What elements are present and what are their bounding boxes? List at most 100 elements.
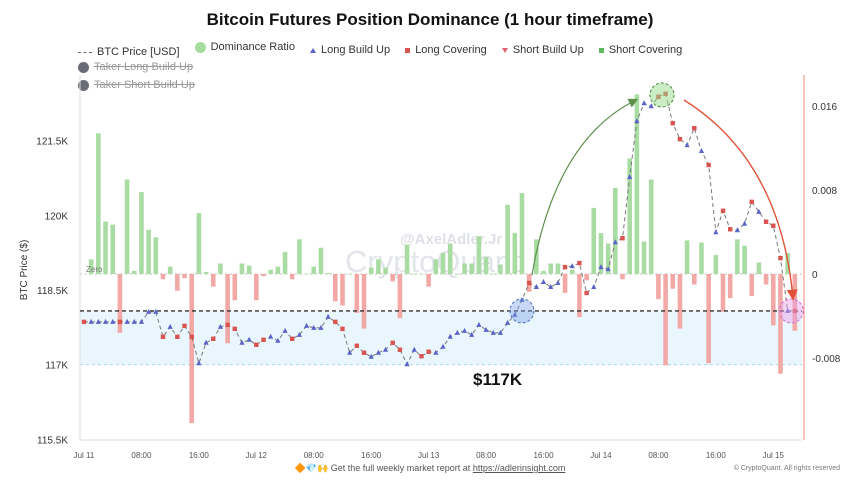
long-build-up-marker <box>591 284 597 290</box>
long-build-up-marker <box>598 264 604 270</box>
dominance-bar <box>577 274 582 318</box>
x-tick-label: 16:00 <box>534 451 555 460</box>
long-covering-marker <box>728 227 733 232</box>
long-covering-marker <box>692 125 697 131</box>
dominance-bar <box>512 233 518 274</box>
long-build-up-marker <box>375 349 381 355</box>
long-covering-marker <box>232 326 237 332</box>
long-covering-marker <box>749 199 754 205</box>
long-covering-marker <box>182 323 187 329</box>
legend-item-long-build-up[interactable]: Long Build Up <box>310 43 390 58</box>
legend-item-taker-short-build-up[interactable]: Taker Short Build Up <box>78 78 195 93</box>
long-build-up-marker <box>268 333 274 339</box>
long-build-up-marker <box>612 239 618 245</box>
dominance-bar <box>397 274 403 319</box>
long-covering-marker <box>792 308 798 314</box>
x-tick-label: 16:00 <box>189 451 210 460</box>
legend: BTC Price [USD] Dominance Ratio Long Bui… <box>78 40 798 96</box>
long-build-up-marker <box>713 229 719 235</box>
dominance-bar <box>117 274 123 333</box>
long-build-up-marker <box>440 343 446 349</box>
dominance-bar <box>340 274 345 306</box>
long-build-up-marker <box>469 331 475 337</box>
dominance-bar <box>88 259 94 274</box>
long-covering-marker <box>419 354 424 359</box>
dominance-bar <box>656 274 661 300</box>
dashed-line-icon <box>78 52 92 53</box>
legend-item-short-build-up[interactable]: Short Build Up <box>501 43 584 58</box>
long-build-up-marker <box>555 280 561 286</box>
long-covering-marker <box>160 334 166 340</box>
long-build-up-marker <box>382 346 389 352</box>
dominance-bar <box>411 274 417 275</box>
dominance-bar <box>218 263 223 274</box>
dominance-bar <box>325 272 331 274</box>
long-covering-marker <box>526 280 532 286</box>
dominance-bar <box>390 274 396 282</box>
dominance-bar <box>103 221 108 274</box>
long-covering-marker <box>390 340 395 345</box>
dominance-bar <box>462 263 467 274</box>
long-build-up-marker <box>311 324 317 330</box>
dominance-bar <box>333 274 338 302</box>
long-build-up-marker <box>698 148 705 154</box>
dominance-bar <box>311 266 317 274</box>
dominance-bar <box>490 274 496 275</box>
long-covering-marker <box>81 319 87 325</box>
legend-item-long-covering[interactable]: Long Covering <box>405 43 487 58</box>
btc-price-line <box>84 93 795 366</box>
right-tick-label: 0 <box>812 270 818 281</box>
dominance-bar <box>383 267 388 274</box>
x-tick-label: 08:00 <box>476 451 497 460</box>
x-tick-label: Jul 12 <box>246 451 268 460</box>
right-tick-label: -0.008 <box>812 354 841 365</box>
legend-item-short-covering[interactable]: Short Covering <box>598 43 682 58</box>
long-covering-marker <box>397 347 403 352</box>
dominance-bar <box>232 274 238 301</box>
dominance-bar <box>735 239 740 274</box>
long-build-up-marker <box>684 142 690 148</box>
long-covering-marker <box>340 326 345 332</box>
dominance-bar <box>426 274 431 287</box>
long-build-up-marker <box>347 349 353 355</box>
footer-emoji-icons: 🔶💎🙌 <box>294 463 329 473</box>
long-build-up-marker <box>124 318 130 324</box>
dominance-bar <box>763 274 769 285</box>
dominance-bar <box>677 274 683 329</box>
long-build-up-marker <box>110 318 116 324</box>
long-build-up-marker <box>648 103 654 109</box>
footer-link[interactable]: https://adlerinsight.com <box>472 463 566 473</box>
highlight-circle-peak <box>649 82 675 108</box>
dominance-bar <box>167 266 173 274</box>
dominance-bar <box>282 251 288 274</box>
long-build-up-marker <box>131 318 137 324</box>
dominance-bar <box>519 193 525 274</box>
square-icon <box>405 48 411 53</box>
legend-item-dominance-ratio[interactable]: Dominance Ratio <box>194 40 295 55</box>
dominance-bar <box>778 274 783 374</box>
legend-item-taker-long-build-up[interactable]: Taker Long Build Up <box>78 60 193 75</box>
long-covering-marker <box>189 334 194 340</box>
long-covering-marker <box>333 319 338 325</box>
legend-item-btc-price[interactable]: BTC Price [USD] <box>78 45 180 60</box>
dominance-bar <box>663 274 668 366</box>
long-build-up-marker <box>741 220 748 226</box>
long-build-up-marker <box>146 308 152 314</box>
dominance-bar <box>770 274 776 326</box>
dominance-bar <box>368 267 374 274</box>
left-tick-label: 117K <box>45 361 68 372</box>
x-tick-label: Jul 15 <box>763 451 785 460</box>
right-tick-label: 0.008 <box>812 186 837 197</box>
dominance-bar <box>404 244 410 274</box>
long-build-up-marker <box>627 173 633 179</box>
long-build-up-marker <box>734 227 740 233</box>
dominance-bar <box>534 239 539 274</box>
dominance-bar <box>182 274 187 279</box>
circle-icon <box>78 80 89 91</box>
dominance-bar <box>96 133 101 274</box>
price-callout-label: $117K <box>473 370 523 389</box>
long-build-up-marker <box>540 279 547 285</box>
long-build-up-marker <box>483 326 489 332</box>
dominance-bar <box>792 274 798 331</box>
